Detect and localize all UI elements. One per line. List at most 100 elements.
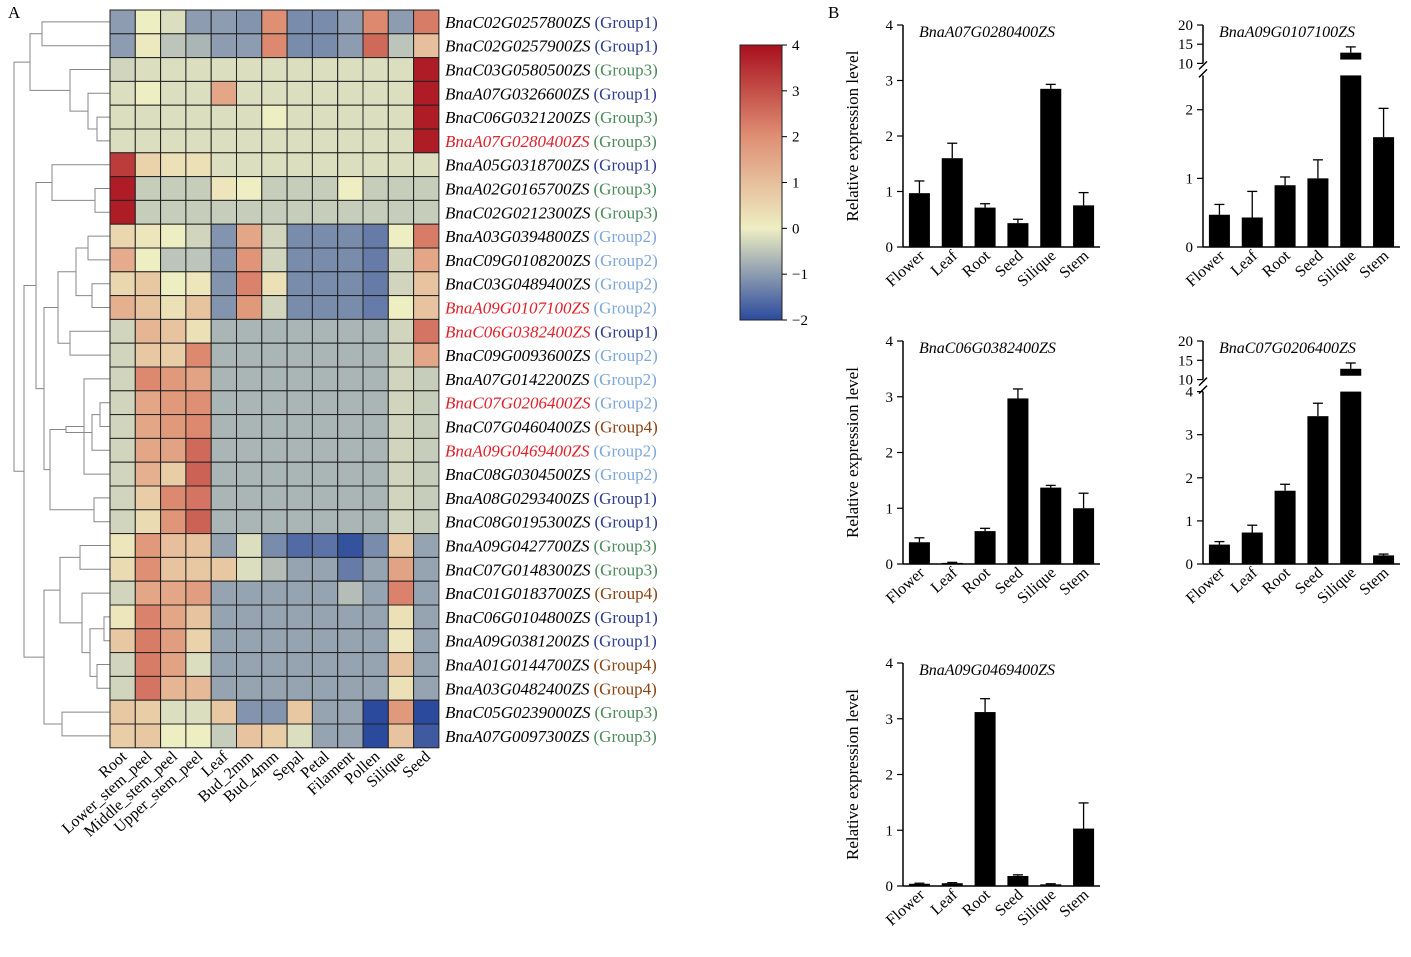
heatmap-cell <box>261 152 288 178</box>
heatmap-cell <box>337 366 364 392</box>
heatmap-cell <box>413 675 440 701</box>
heatmap-cell <box>286 152 313 178</box>
heatmap-cell <box>236 104 263 130</box>
colorbar-tick-label: −1 <box>792 267 808 283</box>
dendrogram <box>13 21 110 737</box>
y-tick-label: 3 <box>886 712 894 728</box>
heatmap-cell <box>160 9 187 35</box>
heatmap-cell <box>185 580 212 606</box>
gene-group: (Group1) <box>594 322 657 341</box>
heatmap-cell <box>261 509 288 535</box>
heatmap-cell <box>387 723 415 749</box>
heatmap-cell <box>311 176 339 201</box>
heatmap-cell <box>387 128 415 154</box>
heatmap-cell <box>286 318 313 344</box>
heatmap-cell <box>261 271 288 297</box>
heatmap-cell <box>210 271 237 297</box>
gene-label: BnaC03G0489400ZS (Group2) <box>445 275 658 294</box>
heatmap-cell <box>387 390 415 416</box>
y-tick-label: 0 <box>886 240 894 256</box>
heatmap-cell <box>261 604 288 630</box>
heatmap-cell <box>160 485 187 511</box>
gene-name: BnaA05G0318700ZS <box>445 156 590 175</box>
heatmap-cell <box>311 57 339 82</box>
heatmap-cell <box>286 604 313 630</box>
heatmap-cell <box>109 152 136 178</box>
heatmap-cell <box>134 652 162 677</box>
heatmap-cell <box>134 247 162 273</box>
x-tick-label: Silique <box>1314 247 1359 290</box>
heatmap-cell <box>311 33 339 59</box>
dendrogram-branch <box>69 330 110 356</box>
heatmap-cell <box>337 414 364 439</box>
heatmap-cell <box>210 128 237 154</box>
gene-name: BnaC06G0321200ZS <box>445 108 591 127</box>
gene-label: BnaC02G0257900ZS (Group1) <box>445 37 658 56</box>
dendrogram-branch <box>96 116 110 142</box>
y-tick-label: 0 <box>886 879 894 895</box>
gene-label: BnaC07G0206400ZS (Group2) <box>445 394 658 413</box>
x-tick-label: Root <box>959 886 994 920</box>
heatmap-cell <box>160 223 187 249</box>
bar <box>1040 487 1062 564</box>
heatmap-cell <box>160 414 187 439</box>
bar <box>1307 416 1329 564</box>
heatmap-cell <box>286 223 313 249</box>
gene-group: (Group3) <box>594 61 657 80</box>
bar <box>908 542 930 564</box>
y-tick-label: 1 <box>886 823 894 839</box>
gene-group: (Group4) <box>594 418 657 437</box>
heatmap-cell <box>185 628 212 654</box>
bar <box>941 562 963 564</box>
heatmap-cell <box>185 9 212 35</box>
heatmap-cell <box>261 556 288 582</box>
x-tick-label: Root <box>959 564 994 598</box>
heatmap-cell <box>109 628 136 654</box>
heatmap-cell <box>337 533 364 558</box>
heatmap-cell <box>261 104 288 130</box>
heatmap-cell <box>210 176 237 201</box>
heatmap-cell <box>210 533 237 558</box>
heatmap-cell <box>362 33 389 59</box>
dendrogram-branch <box>103 616 110 642</box>
heatmap-cell <box>413 556 440 582</box>
x-tick-label: Leaf <box>928 886 962 919</box>
heatmap-cell <box>261 628 288 654</box>
heatmap-cell <box>185 33 212 59</box>
colorbar-tick-label: 1 <box>792 176 800 192</box>
y-tick-label: 4 <box>1186 385 1194 401</box>
heatmap-cell <box>387 247 415 273</box>
heatmap-cell <box>337 247 364 273</box>
gene-group: (Group1) <box>594 489 657 508</box>
heatmap-cell <box>160 318 187 344</box>
gene-group: (Group2) <box>594 394 657 413</box>
heatmap-cell <box>236 295 263 320</box>
bar <box>941 883 963 886</box>
dendrogram-branch <box>65 426 92 433</box>
y-tick-label: 3 <box>886 390 894 406</box>
heatmap-cell <box>261 223 288 249</box>
gene-label: BnaC07G0460400ZS (Group4) <box>445 418 658 437</box>
heatmap-cell <box>286 414 313 439</box>
heatmap-cell <box>362 80 389 106</box>
heatmap-cell <box>210 342 237 368</box>
heatmap-cell <box>109 533 136 558</box>
gene-name: BnaA03G0394800ZS <box>445 227 590 246</box>
heatmap-cell <box>210 604 237 630</box>
heatmap-cell <box>337 33 364 59</box>
heatmap-cell <box>109 199 136 225</box>
heatmap-cell <box>387 437 415 463</box>
gene-name: BnaA01G0144700ZS <box>445 656 590 675</box>
heatmap-cell <box>261 80 288 106</box>
gene-name: BnaC07G0206400ZS <box>445 394 591 413</box>
gene-name: BnaA07G0142200ZS <box>445 370 590 389</box>
gene-label: BnaA07G0097300ZS (Group3) <box>445 727 657 746</box>
dendrogram-branch <box>87 92 110 130</box>
heatmap-cell <box>337 652 364 677</box>
heatmap-cell <box>134 628 162 654</box>
x-tick-label: Silique <box>1014 564 1059 607</box>
heatmap-cell <box>109 271 136 297</box>
heatmap-cell <box>236 414 263 439</box>
heatmap-cell <box>185 390 212 416</box>
dendrogram-branch <box>57 271 76 344</box>
